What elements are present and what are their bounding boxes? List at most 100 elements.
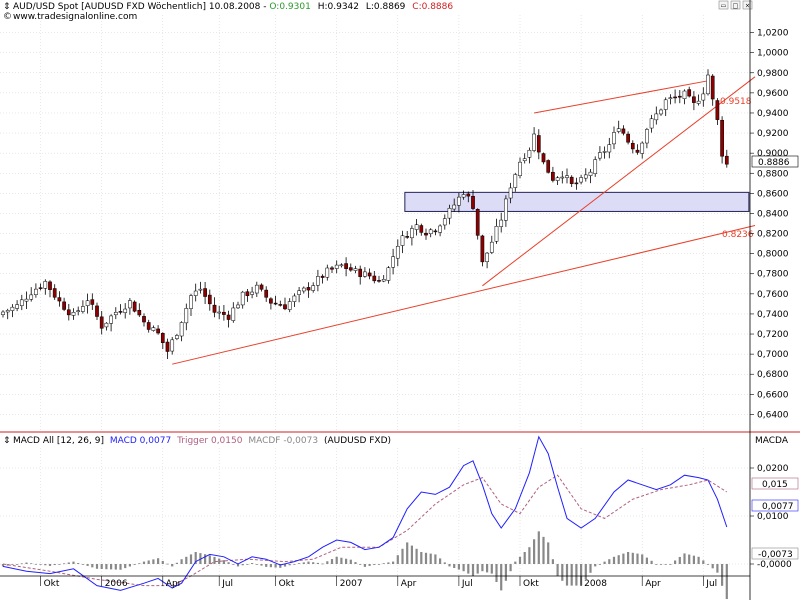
- macdf-bar: [199, 553, 202, 564]
- macdf-bar: [584, 564, 587, 580]
- macdf-bar: [6, 564, 9, 566]
- macdf-bar: [509, 564, 512, 572]
- macdf-bar: [471, 564, 475, 576]
- candle-body: [527, 149, 532, 158]
- macdf-bar: [448, 564, 451, 567]
- macdf-bar: [72, 561, 75, 564]
- candle-body: [1, 311, 5, 316]
- candle-body: [344, 263, 348, 269]
- macdf-bar: [401, 548, 404, 564]
- macdf-bar: [166, 563, 169, 565]
- candle-body: [574, 182, 579, 185]
- candle-body: [34, 288, 38, 295]
- price-tick-label: 0,6600: [757, 390, 789, 400]
- candle-body: [123, 308, 128, 313]
- svg-text:MACD All [12, 26, 9] MAC: MACD All [12, 26, 9] MACD 0,0077 Trigger…: [13, 436, 391, 446]
- time-tick-label: Apr: [166, 579, 182, 589]
- macd-line: [2, 435, 728, 591]
- macdf-bar: [659, 564, 663, 565]
- candle-body: [273, 302, 278, 305]
- macdf-bar: [218, 558, 221, 564]
- candle-body: [630, 142, 635, 150]
- candle-body: [518, 161, 522, 176]
- candle-body: [10, 306, 15, 311]
- candle-body: [66, 309, 71, 316]
- macdf-bar: [410, 545, 413, 564]
- candle-body: [724, 155, 729, 165]
- close-button[interactable]: [742, 0, 753, 10]
- candle-body: [602, 151, 607, 153]
- candle-body: [43, 281, 48, 289]
- macdf-bar: [48, 564, 52, 566]
- candle-body: [649, 118, 654, 129]
- macd-tag: 0,0077: [762, 502, 794, 512]
- macdf-bar: [39, 564, 42, 565]
- macdf-bar: [110, 564, 113, 570]
- macdf-bar: [387, 562, 390, 564]
- macdf-bar: [481, 564, 484, 572]
- price-tick-label: 0,9800: [757, 69, 789, 79]
- candle-body: [433, 230, 438, 233]
- macdf-bar: [678, 556, 681, 564]
- candle-body: [621, 128, 626, 134]
- macdf-bar: [420, 552, 423, 564]
- candle-body: [90, 299, 95, 305]
- candle-body: [306, 287, 311, 291]
- trendline: [534, 80, 709, 114]
- open-value: O:0.9301: [269, 2, 310, 12]
- candle-body: [254, 284, 259, 294]
- macdf-bar: [424, 552, 428, 564]
- price-tick-label: 0,8200: [757, 230, 789, 240]
- macdf-bar: [645, 557, 648, 564]
- macd-title: MACD All [12, 26, 9]: [13, 436, 104, 446]
- candle-body: [240, 291, 245, 306]
- candle-body: [137, 309, 142, 316]
- price-annotations: 0.9518 0.8236: [720, 97, 754, 240]
- candle-body: [264, 289, 269, 298]
- macdf-bar: [363, 564, 366, 567]
- time-tick-label: 2006: [105, 579, 128, 589]
- candle-body: [104, 322, 109, 328]
- macdf-bar: [30, 563, 33, 565]
- macdf-bar: [288, 564, 291, 566]
- macdf-bar: [251, 563, 254, 564]
- candle-body: [508, 187, 513, 199]
- support-zone-box: [404, 191, 750, 212]
- candle-body: [377, 280, 381, 282]
- candle-body: [71, 312, 76, 316]
- candle-body: [184, 308, 189, 324]
- candle-body: [128, 300, 132, 309]
- macdf-bar: [603, 561, 606, 564]
- candle-body: [297, 290, 301, 295]
- candle-body: [551, 171, 555, 181]
- candle-body: [283, 304, 287, 310]
- last-price-value: 0.8886: [758, 158, 790, 168]
- candle-body: [367, 272, 372, 277]
- macdf-bar: [504, 564, 507, 581]
- price-tick-label: 0,8400: [757, 209, 789, 219]
- candle-body: [193, 290, 198, 296]
- macdf-bar: [664, 564, 667, 565]
- price-tick-label: 0,8600: [757, 189, 789, 199]
- macdf-bar: [298, 563, 301, 564]
- macdf-bar: [302, 562, 305, 564]
- macdf-bar: [373, 564, 376, 565]
- macdf-bar: [636, 553, 639, 564]
- macdf-bar: [518, 556, 522, 564]
- candle-body: [522, 158, 527, 161]
- chart-title: AUD/USD Spot [AUDUSD FXD Wöchentlich] 10…: [13, 2, 261, 12]
- macdf-bar: [340, 557, 343, 564]
- candle-body: [640, 142, 645, 154]
- candle-body: [381, 279, 386, 282]
- close-icon: ×: [745, 3, 750, 10]
- macd-tag-box: [751, 499, 799, 512]
- macdf-bar: [265, 564, 268, 567]
- candle-body: [579, 177, 583, 183]
- macdf-bar: [194, 552, 197, 564]
- macdf-bar: [349, 559, 352, 564]
- macdf-bar: [81, 564, 84, 565]
- maximize-button[interactable]: [730, 0, 741, 10]
- restore-button[interactable]: [718, 0, 729, 10]
- price-tick-label: 0,7400: [757, 310, 789, 320]
- candle-body: [536, 135, 541, 153]
